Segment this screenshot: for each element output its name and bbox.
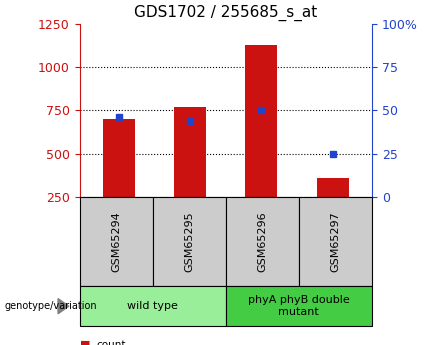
Text: GSM65295: GSM65295 [184, 211, 194, 272]
Bar [316, 178, 349, 197]
Text: genotype/variation: genotype/variation [4, 301, 97, 311]
Text: ■: ■ [80, 340, 90, 345]
Text: GSM65294: GSM65294 [111, 211, 121, 272]
Bar [174, 107, 206, 197]
Text: count: count [96, 340, 126, 345]
Text: wild type: wild type [127, 301, 178, 311]
Text: GSM65296: GSM65296 [257, 211, 267, 272]
Bar [103, 119, 135, 197]
Bar [246, 45, 277, 197]
Text: phyA phyB double
mutant: phyA phyB double mutant [248, 295, 350, 317]
Text: GSM65297: GSM65297 [330, 211, 341, 272]
Title: GDS1702 / 255685_s_at: GDS1702 / 255685_s_at [134, 5, 317, 21]
